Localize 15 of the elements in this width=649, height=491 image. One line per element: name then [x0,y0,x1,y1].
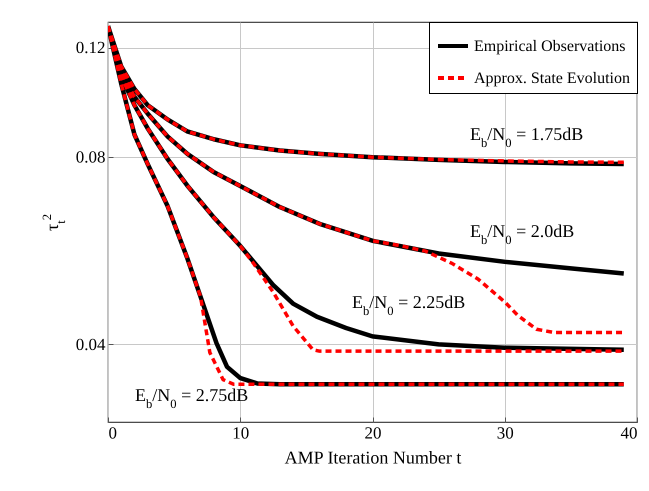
x-axis-title: AMP Iteration Number t [284,448,462,468]
legend-label: Approx. State Evolution [474,70,630,87]
y-tick-label: 0.04 [76,334,106,354]
annotation: E$_{b}$/N$_{0}$ = 2.0dB [470,221,574,247]
annotation: E$_{b}$/N$_{0}$ = 2.25dB [352,292,466,318]
annotation: E$_{b}$/N$_{0}$ = 2.75dB [135,385,248,411]
y-tick-label: 0.08 [76,148,106,167]
x-tick-label: 10 [232,424,250,442]
x-tick-label: 40 [620,424,638,442]
x-tick-label: 20 [364,424,382,442]
legend-label: Empirical Observations [474,38,626,55]
x-tick-label: 0 [108,424,117,442]
y-tick-label: 0.12 [76,38,106,58]
x-tick-label: 30 [496,424,514,442]
annotation: E$_{b}$/N$_{0}$ = 1.75dB [470,124,584,150]
